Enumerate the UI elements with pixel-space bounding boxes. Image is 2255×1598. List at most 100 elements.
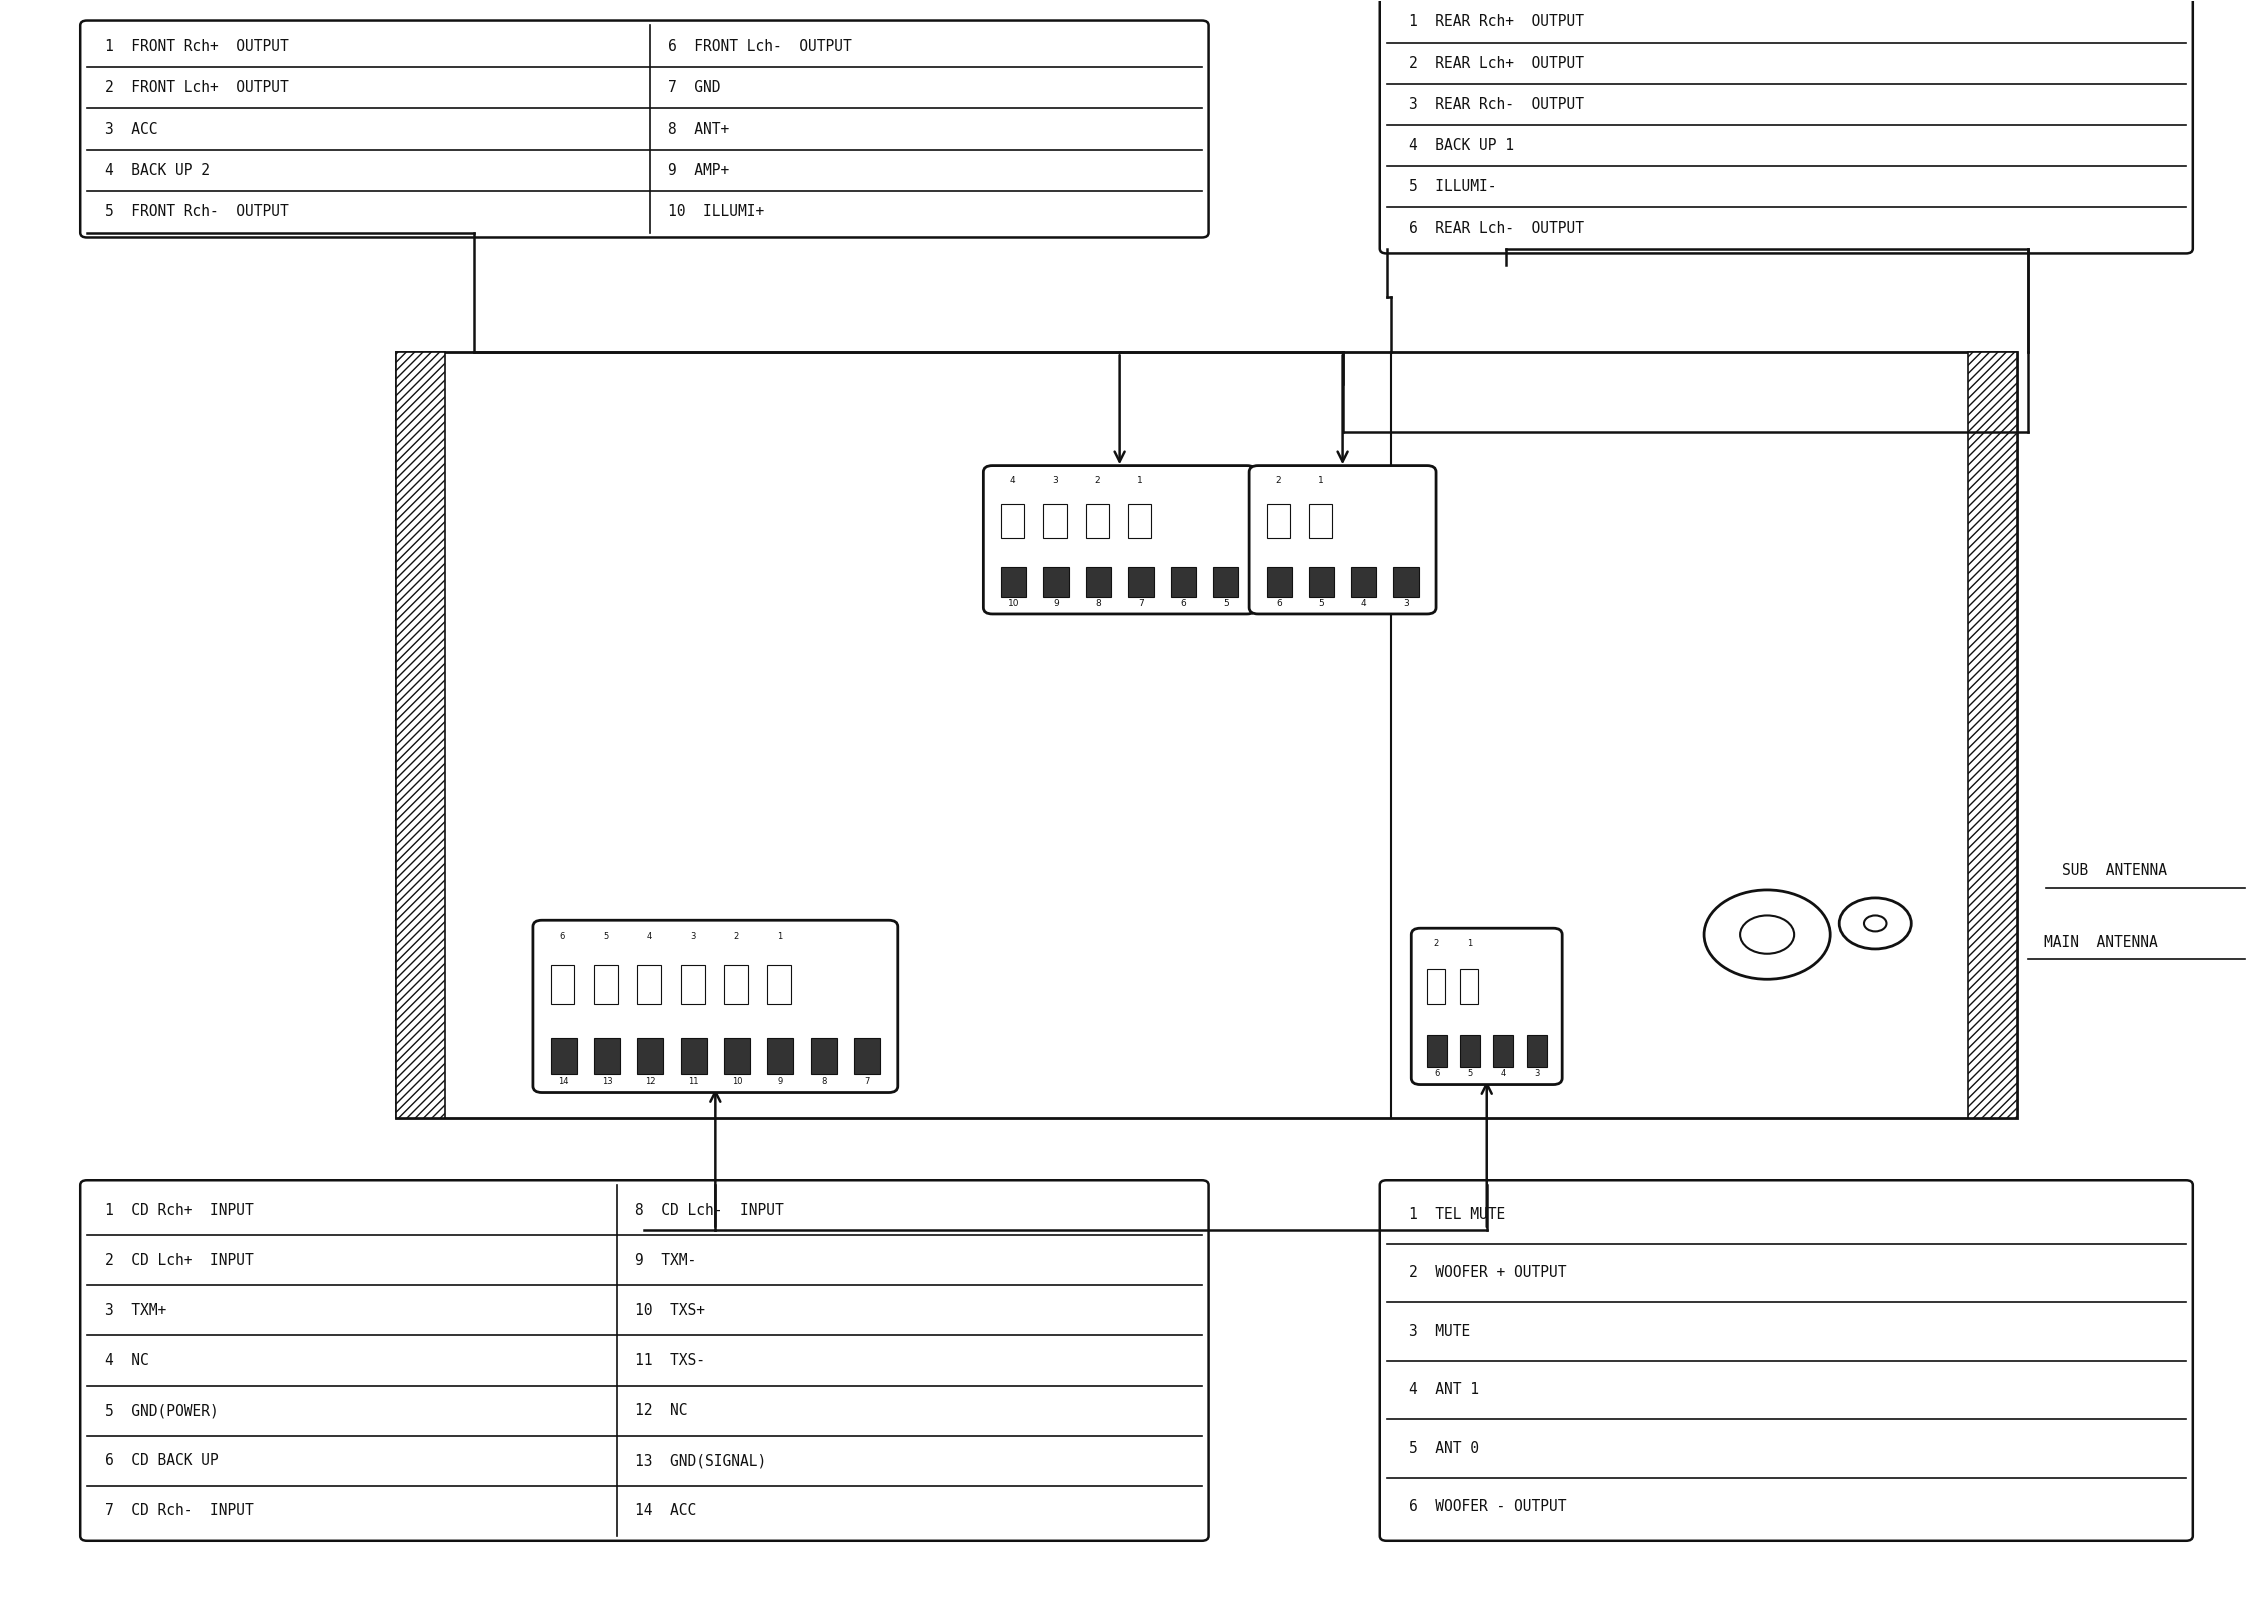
Text: 13  GND(SIGNAL): 13 GND(SIGNAL): [634, 1453, 767, 1469]
Text: 2: 2: [733, 932, 740, 941]
Text: 6  FRONT Lch-  OUTPUT: 6 FRONT Lch- OUTPUT: [667, 38, 852, 54]
FancyBboxPatch shape: [1380, 1181, 2192, 1540]
FancyBboxPatch shape: [81, 1181, 1209, 1540]
Text: 8: 8: [1096, 599, 1100, 607]
Bar: [638, 965, 661, 1004]
Text: 8: 8: [821, 1077, 825, 1087]
Text: 8  ANT+: 8 ANT+: [667, 121, 728, 136]
Bar: [1351, 567, 1376, 598]
Bar: [681, 1037, 706, 1074]
Text: 5: 5: [1468, 1069, 1473, 1079]
Text: 9: 9: [778, 1077, 782, 1087]
FancyBboxPatch shape: [1380, 0, 2192, 254]
Text: 8  CD Lch-  INPUT: 8 CD Lch- INPUT: [634, 1203, 782, 1218]
Text: 1: 1: [1466, 938, 1473, 948]
Bar: [767, 1037, 794, 1074]
Text: 1: 1: [1317, 476, 1324, 484]
FancyBboxPatch shape: [81, 21, 1209, 238]
Text: 5: 5: [1222, 599, 1229, 607]
Text: 5: 5: [1319, 599, 1324, 607]
Text: 11  TXS-: 11 TXS-: [634, 1354, 704, 1368]
Text: 14  ACC: 14 ACC: [634, 1504, 697, 1518]
Bar: [812, 1037, 837, 1074]
Bar: [1427, 1036, 1448, 1067]
FancyBboxPatch shape: [1412, 928, 1563, 1085]
Bar: [1170, 567, 1195, 598]
Text: 4  NC: 4 NC: [106, 1354, 149, 1368]
Bar: [1128, 567, 1155, 598]
Text: 5  ANT 0: 5 ANT 0: [1409, 1441, 1479, 1456]
Text: 5: 5: [604, 932, 609, 941]
Text: 6  CD BACK UP: 6 CD BACK UP: [106, 1453, 219, 1469]
Text: 2  REAR Lch+  OUTPUT: 2 REAR Lch+ OUTPUT: [1409, 56, 1583, 70]
Bar: [1308, 567, 1335, 598]
Bar: [1493, 1036, 1513, 1067]
FancyBboxPatch shape: [983, 465, 1256, 614]
Text: 10  TXS+: 10 TXS+: [634, 1302, 704, 1318]
Text: 3  ACC: 3 ACC: [106, 121, 158, 136]
Bar: [1267, 567, 1292, 598]
Text: 1: 1: [1137, 476, 1143, 484]
Text: 3: 3: [1533, 1069, 1540, 1079]
Text: 1  REAR Rch+  OUTPUT: 1 REAR Rch+ OUTPUT: [1409, 14, 1583, 29]
Text: 1  TEL MUTE: 1 TEL MUTE: [1409, 1206, 1506, 1222]
Text: SUB  ANTENNA: SUB ANTENNA: [2061, 863, 2167, 879]
Bar: [395, 352, 444, 1119]
Bar: [550, 965, 575, 1004]
Text: 6  REAR Lch-  OUTPUT: 6 REAR Lch- OUTPUT: [1409, 221, 1583, 235]
Text: 4: 4: [1010, 476, 1015, 484]
Text: 4: 4: [1360, 599, 1367, 607]
Bar: [1128, 505, 1152, 539]
Bar: [1394, 567, 1418, 598]
Text: 9  TXM-: 9 TXM-: [634, 1253, 697, 1267]
Text: 1  CD Rch+  INPUT: 1 CD Rch+ INPUT: [106, 1203, 255, 1218]
FancyBboxPatch shape: [532, 920, 897, 1093]
Bar: [1213, 567, 1238, 598]
Text: 3: 3: [1403, 599, 1409, 607]
Text: 4  ANT 1: 4 ANT 1: [1409, 1382, 1479, 1397]
Text: 9  AMP+: 9 AMP+: [667, 163, 728, 177]
Bar: [855, 1037, 879, 1074]
Text: 3: 3: [690, 932, 695, 941]
Text: 2  FRONT Lch+  OUTPUT: 2 FRONT Lch+ OUTPUT: [106, 80, 289, 94]
Text: 4: 4: [1502, 1069, 1506, 1079]
Bar: [1044, 505, 1067, 539]
Text: 7: 7: [864, 1077, 870, 1087]
Bar: [767, 965, 792, 1004]
Bar: [638, 1037, 663, 1074]
Text: 14: 14: [559, 1077, 568, 1087]
Text: 6: 6: [1434, 1069, 1439, 1079]
Bar: [681, 965, 704, 1004]
Bar: [593, 965, 618, 1004]
Text: 3: 3: [1053, 476, 1058, 484]
Text: 2: 2: [1094, 476, 1100, 484]
Text: 6: 6: [559, 932, 566, 941]
Bar: [1969, 352, 2018, 1119]
Bar: [1085, 567, 1112, 598]
Text: 4  BACK UP 1: 4 BACK UP 1: [1409, 137, 1513, 153]
Text: 3  REAR Rch-  OUTPUT: 3 REAR Rch- OUTPUT: [1409, 97, 1583, 112]
Text: MAIN  ANTENNA: MAIN ANTENNA: [2043, 935, 2158, 951]
Bar: [724, 965, 749, 1004]
Text: 2: 2: [1276, 476, 1281, 484]
Text: 2  CD Lch+  INPUT: 2 CD Lch+ INPUT: [106, 1253, 255, 1267]
Bar: [593, 1037, 620, 1074]
Text: 6: 6: [1179, 599, 1186, 607]
Bar: [724, 1037, 751, 1074]
FancyBboxPatch shape: [1249, 465, 1436, 614]
Text: 9: 9: [1053, 599, 1060, 607]
Text: 2  WOOFER + OUTPUT: 2 WOOFER + OUTPUT: [1409, 1266, 1567, 1280]
Bar: [1527, 1036, 1547, 1067]
Bar: [1267, 505, 1290, 539]
Bar: [1461, 1036, 1479, 1067]
Bar: [1044, 567, 1069, 598]
Text: 13: 13: [602, 1077, 613, 1087]
Text: 12  NC: 12 NC: [634, 1403, 688, 1417]
Text: 5  GND(POWER): 5 GND(POWER): [106, 1403, 219, 1417]
Bar: [1461, 968, 1479, 1004]
Bar: [1427, 968, 1445, 1004]
Bar: [1308, 505, 1333, 539]
Text: 1: 1: [776, 932, 782, 941]
Text: 7  GND: 7 GND: [667, 80, 722, 94]
Text: 6: 6: [1276, 599, 1283, 607]
